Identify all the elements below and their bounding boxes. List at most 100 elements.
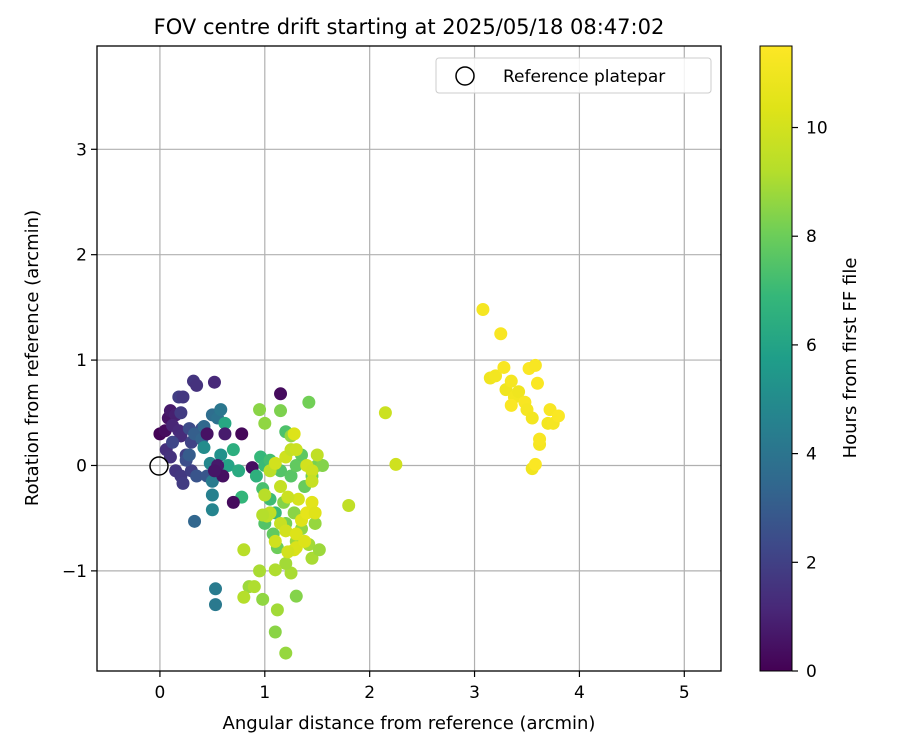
data-point xyxy=(476,302,490,316)
data-point xyxy=(274,387,288,401)
data-point xyxy=(256,592,270,606)
colorbar-tick-label: 0 xyxy=(806,662,817,682)
data-point xyxy=(188,514,202,528)
y-axis-ticks: −1 0 1 2 3 xyxy=(62,140,97,582)
x-axis-ticks: 0 1 2 3 4 5 xyxy=(155,671,690,703)
data-point xyxy=(218,416,232,430)
data-point xyxy=(312,543,326,557)
data-point xyxy=(218,427,232,441)
x-axis-label: Angular distance from reference (arcmin) xyxy=(223,713,596,734)
data-point xyxy=(256,508,270,522)
data-point xyxy=(237,590,251,604)
data-point xyxy=(281,545,295,559)
data-point xyxy=(190,469,204,483)
data-point xyxy=(289,458,303,472)
data-point xyxy=(182,448,196,462)
data-point xyxy=(176,390,190,404)
data-point xyxy=(525,411,539,425)
colorbar-tick-label: 2 xyxy=(806,553,817,573)
x-tick-label: 1 xyxy=(259,683,270,703)
data-point xyxy=(205,488,219,502)
data-point xyxy=(281,490,295,504)
y-tick-label: 2 xyxy=(76,246,87,266)
colorbar-tick-label: 10 xyxy=(806,119,828,139)
data-point xyxy=(494,327,508,341)
colorbar-tick-label: 8 xyxy=(806,227,817,247)
data-point xyxy=(289,527,303,541)
data-point xyxy=(298,534,312,548)
data-point xyxy=(226,495,240,509)
legend: Reference platepar xyxy=(435,57,712,94)
data-point xyxy=(551,409,565,423)
data-point xyxy=(232,464,246,478)
data-point xyxy=(207,375,221,389)
x-tick-label: 2 xyxy=(364,683,375,703)
data-point xyxy=(258,488,272,502)
chart-title: FOV centre drift starting at 2025/05/18 … xyxy=(154,15,665,39)
data-point xyxy=(533,432,547,446)
data-point xyxy=(279,556,293,570)
data-point xyxy=(197,441,211,455)
data-point xyxy=(291,492,305,506)
data-point xyxy=(289,443,303,457)
data-point xyxy=(253,403,267,417)
data-point xyxy=(174,406,188,420)
x-tick-label: 0 xyxy=(155,683,166,703)
legend-reference-marker xyxy=(455,66,475,86)
data-point xyxy=(308,506,322,520)
y-tick-label: 3 xyxy=(76,140,87,160)
grid-lines xyxy=(97,46,721,671)
legend-label: Reference platepar xyxy=(503,67,665,87)
x-tick-label: 3 xyxy=(469,683,480,703)
data-point xyxy=(289,589,303,603)
data-point xyxy=(284,566,298,580)
data-point xyxy=(190,378,204,392)
data-point xyxy=(200,427,214,441)
data-point xyxy=(279,524,293,538)
plot-frame xyxy=(96,45,722,672)
y-tick-label: 1 xyxy=(76,351,87,371)
data-point xyxy=(268,625,282,639)
data-point xyxy=(378,406,392,420)
data-point xyxy=(287,427,301,441)
x-tick-label: 4 xyxy=(574,683,585,703)
reference-point-marker xyxy=(149,456,169,476)
data-point xyxy=(247,580,261,594)
data-points xyxy=(153,302,565,660)
colorbar-tick-label: 6 xyxy=(806,336,817,356)
data-point xyxy=(305,474,319,488)
y-tick-label: −1 xyxy=(62,562,87,582)
data-point xyxy=(214,403,228,417)
data-point xyxy=(284,469,298,483)
x-tick-label: 5 xyxy=(679,683,690,703)
data-point xyxy=(310,448,324,462)
data-point xyxy=(268,563,282,577)
colorbar-label: Hours from first FF file xyxy=(840,258,861,459)
data-point xyxy=(226,443,240,457)
colorbar-ticks: 0 2 4 6 8 10 xyxy=(792,119,828,682)
data-point xyxy=(528,457,542,471)
data-point xyxy=(504,398,518,412)
legend-box xyxy=(435,57,712,94)
data-point xyxy=(308,516,322,530)
data-point xyxy=(302,395,316,409)
data-point xyxy=(163,450,177,464)
data-point xyxy=(209,582,223,596)
data-point xyxy=(268,456,282,470)
data-point xyxy=(237,543,251,557)
data-point xyxy=(258,416,272,430)
data-point xyxy=(530,376,544,390)
data-point xyxy=(205,474,219,488)
data-point xyxy=(279,646,293,660)
data-point xyxy=(207,464,221,478)
data-point xyxy=(504,374,518,388)
data-point xyxy=(342,499,356,513)
data-point xyxy=(235,427,249,441)
y-tick-label: 0 xyxy=(76,456,87,476)
data-point xyxy=(176,476,190,490)
data-point xyxy=(389,457,403,471)
data-point xyxy=(249,469,263,483)
data-point xyxy=(497,360,511,374)
data-point xyxy=(315,458,329,472)
